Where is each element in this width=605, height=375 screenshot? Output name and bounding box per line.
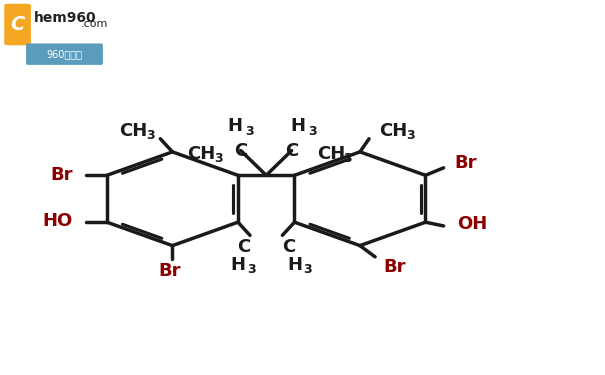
- Text: H: H: [290, 117, 305, 135]
- Text: 3: 3: [344, 152, 352, 165]
- Text: Br: Br: [384, 258, 407, 276]
- Text: 3: 3: [146, 129, 154, 142]
- Text: 3: 3: [246, 124, 254, 138]
- Text: CH: CH: [188, 146, 215, 164]
- Text: 960化工网: 960化工网: [47, 49, 82, 59]
- Text: CH: CH: [119, 122, 147, 140]
- Text: .com: .com: [80, 19, 108, 29]
- FancyBboxPatch shape: [4, 4, 31, 45]
- Text: H: H: [287, 256, 302, 274]
- Text: Br: Br: [158, 262, 181, 280]
- Text: 3: 3: [309, 124, 317, 138]
- Text: CH: CH: [317, 146, 345, 164]
- Text: C: C: [285, 142, 298, 160]
- Text: 3: 3: [214, 152, 223, 165]
- Text: hem960: hem960: [33, 11, 96, 26]
- Text: C: C: [10, 15, 25, 34]
- FancyBboxPatch shape: [26, 44, 103, 65]
- Text: OH: OH: [457, 215, 488, 233]
- Text: H: H: [231, 256, 246, 274]
- Text: Br: Br: [50, 166, 73, 184]
- Text: 3: 3: [304, 262, 312, 276]
- Text: C: C: [282, 238, 295, 256]
- Text: C: C: [234, 142, 247, 160]
- Text: Br: Br: [454, 154, 477, 172]
- Text: 3: 3: [406, 129, 414, 142]
- Text: CH: CH: [379, 122, 407, 140]
- Text: HO: HO: [42, 212, 73, 230]
- Text: H: H: [227, 117, 242, 135]
- Text: 3: 3: [247, 262, 255, 276]
- Text: C: C: [237, 238, 250, 256]
